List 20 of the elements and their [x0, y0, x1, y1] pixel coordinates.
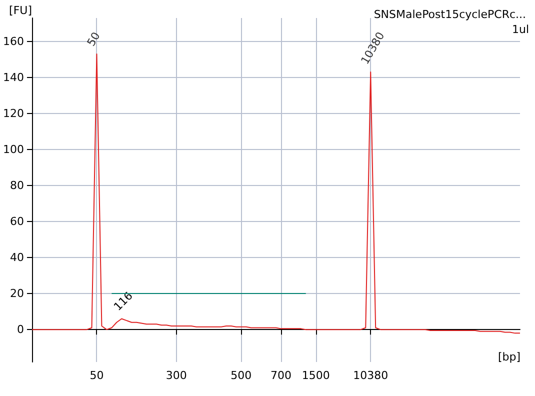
- x-tick-label: 10380: [353, 369, 388, 382]
- y-axis-title: [FU]: [9, 4, 32, 17]
- y-tick-label: 60: [10, 215, 24, 228]
- x-tick-label: 300: [166, 369, 187, 382]
- y-tick-label: 80: [10, 178, 24, 192]
- chart-title: SNSMalePost15cyclePCRc...: [374, 8, 526, 21]
- y-tick-label: 140: [3, 70, 24, 84]
- y-tick-label: 160: [3, 34, 24, 48]
- y-tick-label: 40: [10, 251, 24, 264]
- x-axis-title: [bp]: [498, 350, 521, 364]
- annotation: 1ul: [512, 23, 530, 36]
- y-tick-label: 100: [3, 142, 24, 156]
- y-tick-label: 20: [10, 287, 24, 300]
- annotation: 50: [84, 30, 103, 49]
- x-tick-label: 1500: [302, 369, 330, 382]
- y-tick-label: 120: [3, 106, 24, 120]
- x-tick-label: 50: [90, 369, 104, 382]
- y-tick-label: 0: [17, 323, 24, 336]
- x-tick-label: 500: [230, 369, 252, 382]
- x-tick-label: 700: [270, 369, 292, 382]
